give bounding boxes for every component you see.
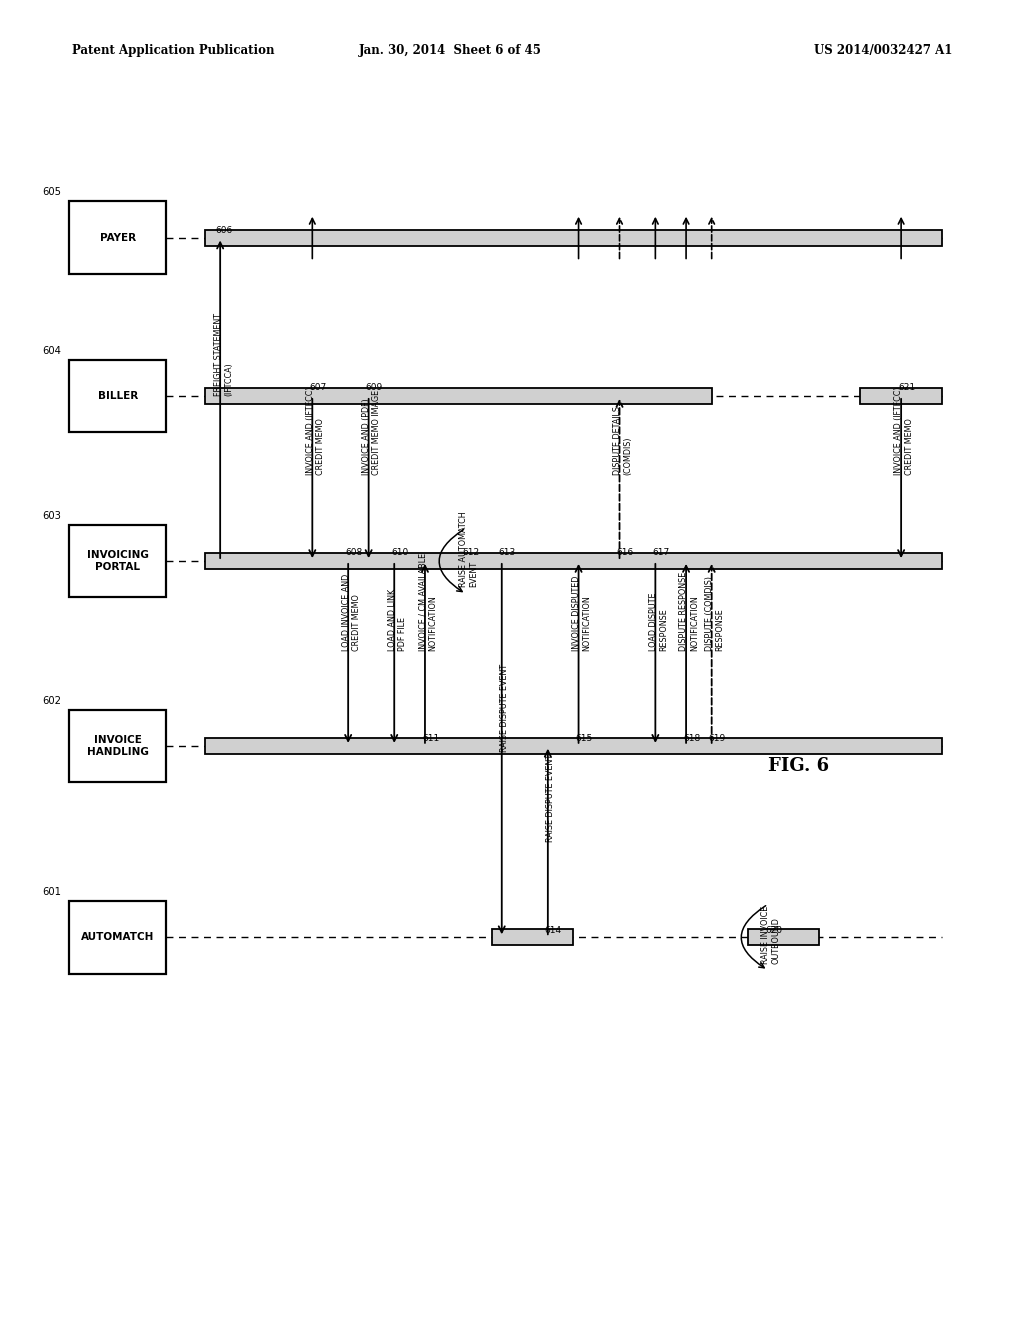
Text: AUTOMATCH: AUTOMATCH <box>81 932 155 942</box>
Text: 613: 613 <box>499 548 516 557</box>
Text: LOAD DISPUTE
RESPONSE: LOAD DISPUTE RESPONSE <box>649 593 668 651</box>
Text: 620: 620 <box>765 925 782 935</box>
Bar <box>205 553 942 569</box>
Text: Jan. 30, 2014  Sheet 6 of 45: Jan. 30, 2014 Sheet 6 of 45 <box>359 44 542 57</box>
Text: INVOICE AND (IFTFCC)
CREDIT MEMO: INVOICE AND (IFTFCC) CREDIT MEMO <box>306 387 325 475</box>
Text: RAISE DISPUTE EVENT: RAISE DISPUTE EVENT <box>501 664 509 752</box>
Text: 607: 607 <box>309 383 327 392</box>
Text: 612: 612 <box>463 548 480 557</box>
Text: 603: 603 <box>42 511 61 521</box>
Text: 602: 602 <box>42 696 61 705</box>
Bar <box>205 230 942 246</box>
Text: INVOICE AND (PDF)
CREDIT MEMO IMAGE: INVOICE AND (PDF) CREDIT MEMO IMAGE <box>362 391 381 475</box>
Text: DISPUTE RESPONSE
NOTIFICATION: DISPUTE RESPONSE NOTIFICATION <box>680 572 698 651</box>
Text: 608: 608 <box>345 548 362 557</box>
Text: 619: 619 <box>709 734 726 743</box>
Text: DISPUTE (COMDIS)
RESPONSE: DISPUTE (COMDIS) RESPONSE <box>706 576 724 651</box>
Text: LOAD AND LINK
PDF FILE: LOAD AND LINK PDF FILE <box>388 589 407 651</box>
Bar <box>70 710 166 781</box>
Text: PAYER: PAYER <box>99 232 136 243</box>
Bar <box>70 201 166 275</box>
Text: FREIGHT STATEMENT
(IFTCCA): FREIGHT STATEMENT (IFTCCA) <box>214 313 232 396</box>
Bar <box>860 388 942 404</box>
Text: 601: 601 <box>42 887 61 898</box>
Text: INVOICE / CM AVAILABLE
NOTIFICATION: INVOICE / CM AVAILABLE NOTIFICATION <box>419 553 437 651</box>
Text: RAISE DISPUTE EVENT: RAISE DISPUTE EVENT <box>547 754 555 842</box>
Text: RAISE INVOICE
OUTBOUND: RAISE INVOICE OUTBOUND <box>762 906 780 964</box>
Text: 616: 616 <box>616 548 634 557</box>
Text: INVOICE DISPUTED
NOTIFICATION: INVOICE DISPUTED NOTIFICATION <box>572 576 591 651</box>
Text: BILLER: BILLER <box>97 391 138 401</box>
Text: 618: 618 <box>683 734 700 743</box>
Text: FIG. 6: FIG. 6 <box>768 756 829 775</box>
Text: 615: 615 <box>575 734 593 743</box>
Text: INVOICING
PORTAL: INVOICING PORTAL <box>87 550 148 572</box>
Text: INVOICE AND (IFTFCC)
CREDIT MEMO: INVOICE AND (IFTFCC) CREDIT MEMO <box>895 387 913 475</box>
Text: DISPUTE DETAILS
(COMDIS): DISPUTE DETAILS (COMDIS) <box>613 407 632 475</box>
Bar <box>205 738 942 754</box>
Text: US 2014/0032427 A1: US 2014/0032427 A1 <box>814 44 952 57</box>
Text: 605: 605 <box>42 187 61 198</box>
Text: 609: 609 <box>366 383 383 392</box>
Text: LOAD INVOICE AND
CREDIT MEMO: LOAD INVOICE AND CREDIT MEMO <box>342 573 360 651</box>
Text: 606: 606 <box>215 226 232 235</box>
Text: Patent Application Publication: Patent Application Publication <box>72 44 274 57</box>
Bar <box>492 929 573 945</box>
Text: INVOICE
HANDLING: INVOICE HANDLING <box>87 735 148 756</box>
Bar <box>70 902 166 974</box>
Bar <box>70 525 166 597</box>
Bar <box>70 360 166 433</box>
Text: 611: 611 <box>422 734 439 743</box>
Text: 610: 610 <box>391 548 409 557</box>
Text: 614: 614 <box>545 925 562 935</box>
Bar <box>748 929 819 945</box>
Text: 621: 621 <box>898 383 915 392</box>
Text: 604: 604 <box>42 346 61 356</box>
Text: RAISE AUTOMATCH
EVENT: RAISE AUTOMATCH EVENT <box>460 512 478 587</box>
Bar <box>205 388 712 404</box>
Text: 617: 617 <box>652 548 670 557</box>
